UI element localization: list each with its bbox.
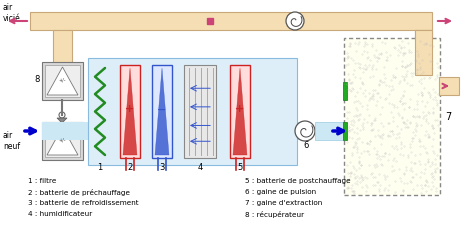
- Bar: [42, 122, 83, 160]
- Bar: [315, 122, 348, 140]
- Bar: [230, 65, 250, 158]
- Polygon shape: [233, 68, 247, 155]
- Text: −: −: [157, 105, 167, 114]
- Polygon shape: [155, 68, 169, 155]
- Text: 4 : humidificateur: 4 : humidificateur: [28, 211, 92, 217]
- Text: air
neuf: air neuf: [3, 131, 20, 151]
- Text: 6: 6: [303, 142, 309, 150]
- Text: 5 : batterie de postchauffage: 5 : batterie de postchauffage: [245, 178, 351, 184]
- Text: 2: 2: [128, 164, 133, 173]
- Text: 8: 8: [35, 76, 40, 84]
- Text: 2 : batterie de préchauffage: 2 : batterie de préchauffage: [28, 189, 130, 196]
- Text: +/-: +/-: [59, 138, 66, 142]
- Bar: [415, 30, 432, 75]
- Text: +/-: +/-: [59, 78, 66, 82]
- Text: 3 : batterie de refroidissement: 3 : batterie de refroidissement: [28, 200, 138, 206]
- Text: +: +: [236, 105, 245, 114]
- Bar: [53, 122, 72, 130]
- Bar: [42, 122, 303, 140]
- Polygon shape: [47, 127, 78, 155]
- Circle shape: [286, 12, 304, 30]
- Text: 1: 1: [97, 164, 103, 173]
- Text: 3: 3: [159, 164, 164, 173]
- Bar: [343, 122, 347, 140]
- Bar: [415, 30, 432, 75]
- Bar: [45, 125, 80, 157]
- Bar: [344, 38, 440, 195]
- Text: 8 : récupérateur: 8 : récupérateur: [245, 211, 304, 218]
- Text: 1 : filtre: 1 : filtre: [28, 178, 56, 184]
- Text: 7 : gaine d'extraction: 7 : gaine d'extraction: [245, 200, 322, 206]
- Bar: [439, 77, 459, 95]
- Text: 5: 5: [237, 164, 243, 173]
- Bar: [184, 65, 216, 158]
- Circle shape: [295, 121, 315, 141]
- Text: 6 : gaine de pulsion: 6 : gaine de pulsion: [245, 189, 316, 195]
- Bar: [88, 58, 297, 165]
- Bar: [152, 65, 172, 158]
- Text: 4: 4: [197, 164, 202, 173]
- Polygon shape: [47, 67, 78, 95]
- Text: 7: 7: [445, 111, 451, 121]
- Circle shape: [59, 112, 65, 118]
- Polygon shape: [123, 68, 137, 155]
- Text: air
vicié: air vicié: [3, 3, 21, 23]
- Bar: [30, 12, 432, 30]
- Bar: [53, 30, 72, 62]
- Bar: [120, 65, 140, 158]
- Text: +: +: [126, 105, 135, 114]
- Bar: [42, 62, 83, 100]
- Bar: [45, 65, 80, 97]
- Bar: [343, 82, 347, 100]
- Polygon shape: [57, 118, 67, 123]
